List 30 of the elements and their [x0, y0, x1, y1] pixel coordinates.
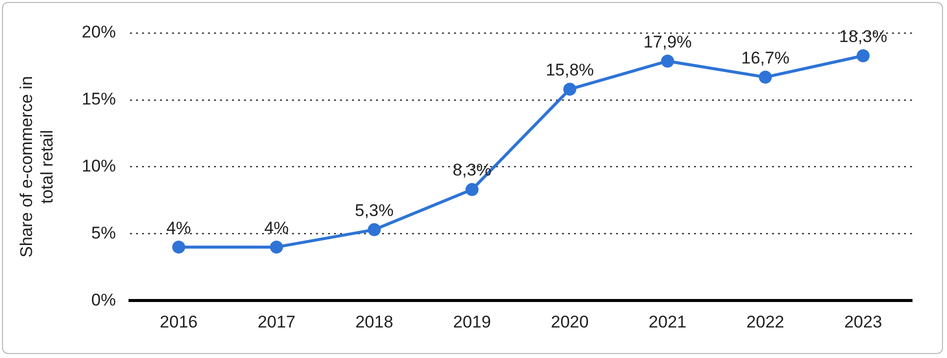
data-label: 8,3% — [452, 160, 492, 180]
data-label: 17,9% — [643, 32, 692, 52]
point — [172, 240, 186, 254]
point — [563, 82, 576, 96]
data-label: 4% — [166, 218, 191, 238]
x-tick-label: 2019 — [453, 312, 491, 332]
point — [466, 183, 479, 196]
data-label: 5,3% — [354, 200, 394, 220]
y-tick-label: 5% — [91, 223, 116, 242]
point — [661, 54, 674, 68]
x-tick-label: 2018 — [355, 312, 394, 332]
x-tick-label: 2022 — [746, 312, 784, 332]
data-label: 18,3% — [839, 26, 888, 46]
x-tick-label: 2017 — [258, 312, 296, 332]
data-label: 4% — [264, 218, 289, 238]
point — [758, 70, 772, 84]
y-tick-label: 0% — [91, 290, 116, 310]
y-tick-label: 20% — [82, 22, 116, 42]
point — [856, 49, 870, 62]
point — [270, 240, 283, 254]
x-tick-label: 2023 — [844, 312, 882, 332]
x-tick-label: 2020 — [550, 312, 589, 332]
y-tick-label: 15% — [82, 90, 116, 109]
data-label: 16,7% — [741, 48, 790, 68]
x-tick-label: 2021 — [648, 312, 686, 332]
y-tick-label: 10% — [82, 156, 116, 176]
data-label: 15,8% — [546, 60, 594, 80]
point — [368, 223, 381, 236]
x-tick-label: 2016 — [160, 312, 198, 332]
y-axis-title: Share of e-commerce in total retail — [16, 76, 56, 258]
